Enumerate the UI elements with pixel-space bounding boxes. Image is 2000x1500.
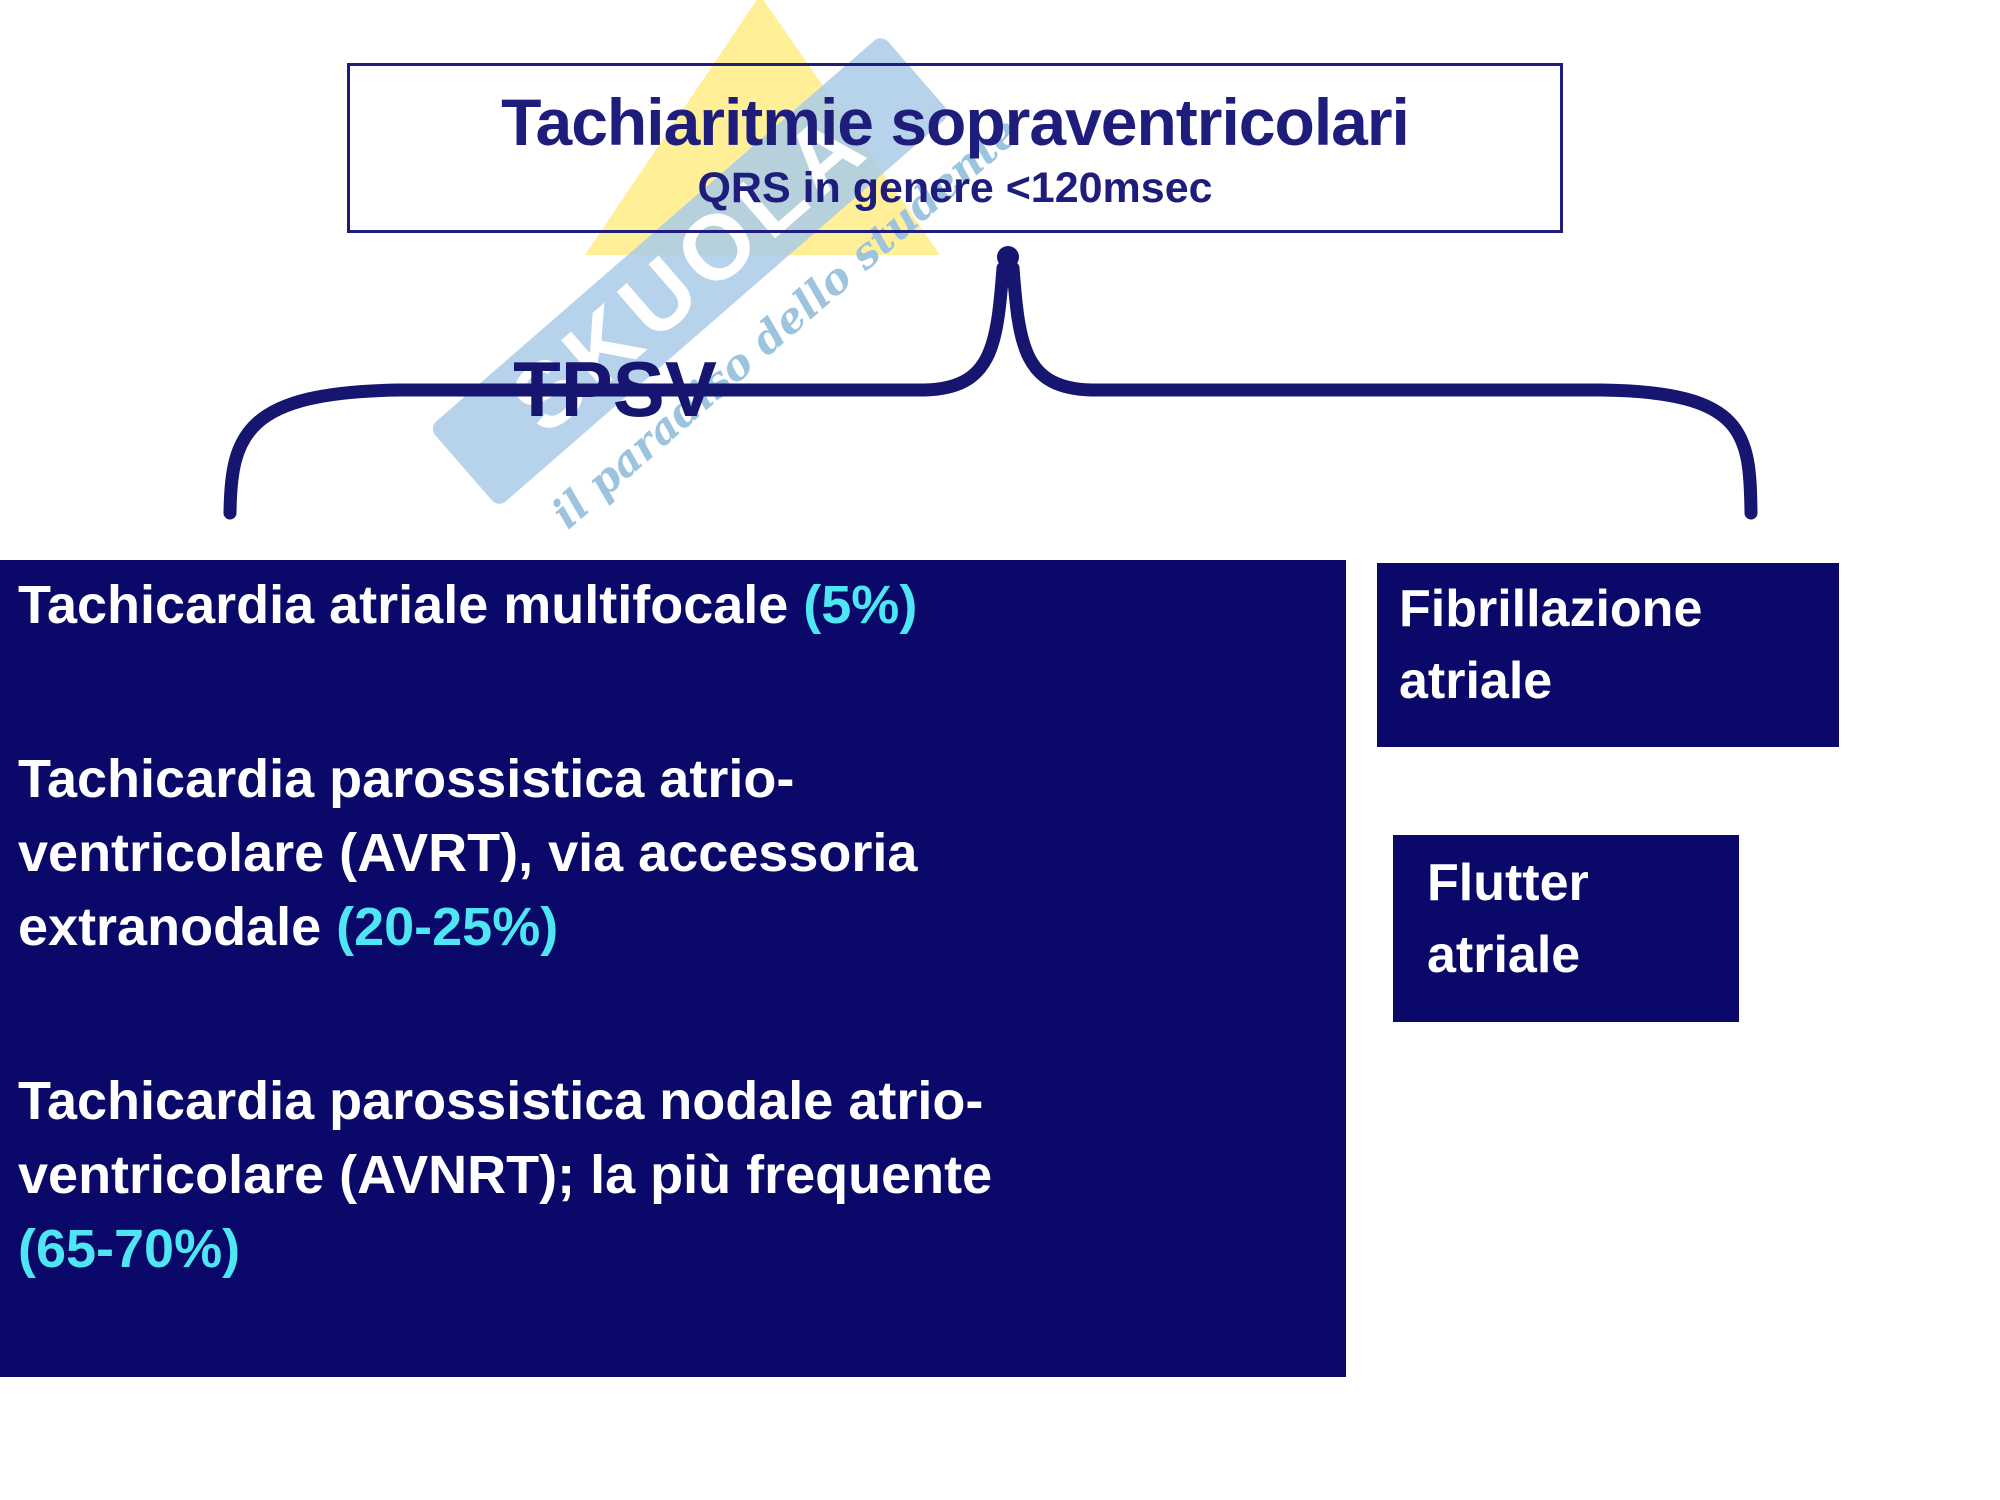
percentage-value: (65-70%) — [18, 1219, 241, 1279]
tpsv-list: Tachicardia atriale multifocale (5%) Tach… — [18, 568, 1326, 1286]
diagnosis-text: Tachicardia atriale multifocale — [18, 575, 804, 635]
tpsv-line: ventricolare (AVRT), via accessoria — [18, 816, 1326, 890]
slide-title: Tachiaritmie sopraventricolari — [501, 85, 1410, 159]
tpsv-line: extranodale (20-25%) — [18, 890, 1326, 964]
title-box: Tachiaritmie sopraventricolari QRS in ge… — [347, 63, 1563, 233]
tpsv-panel: Tachicardia atriale multifocale (5%) Tach… — [0, 560, 1346, 1377]
fibrillazione-label: Fibrillazione atriale — [1399, 580, 1703, 710]
flutter-label: Flutter atriale — [1427, 854, 1589, 984]
diagnosis-text: ventricolare (AVNRT); la più frequente — [18, 1145, 993, 1205]
percentage-value: (5%) — [803, 575, 918, 635]
tpsv-line: (65-70%) — [18, 1212, 1326, 1286]
diagnosis-text: ventricolare (AVRT), via accessoria — [18, 823, 918, 883]
diagnosis-text: Tachicardia parossistica atrio- — [18, 749, 795, 809]
brace-label: TPSV — [513, 345, 717, 433]
diagnosis-text: extranodale — [18, 897, 337, 957]
percentage-value: (20-25%) — [336, 897, 559, 957]
tpsv-line: Tachicardia parossistica atrio- — [18, 742, 1326, 816]
tpsv-line: Tachicardia parossistica nodale atrio- — [18, 1064, 1326, 1138]
tpsv-line: ventricolare (AVNRT); la più frequente — [18, 1138, 1326, 1212]
diagnosis-text: Tachicardia parossistica nodale atrio- — [18, 1071, 984, 1131]
slide-subtitle: QRS in genere <120msec — [697, 164, 1213, 212]
flutter-box: Flutter atriale — [1393, 835, 1739, 1022]
fibrillazione-box: Fibrillazione atriale — [1377, 563, 1839, 747]
tpsv-line: Tachicardia atriale multifocale (5%) — [18, 568, 1326, 642]
